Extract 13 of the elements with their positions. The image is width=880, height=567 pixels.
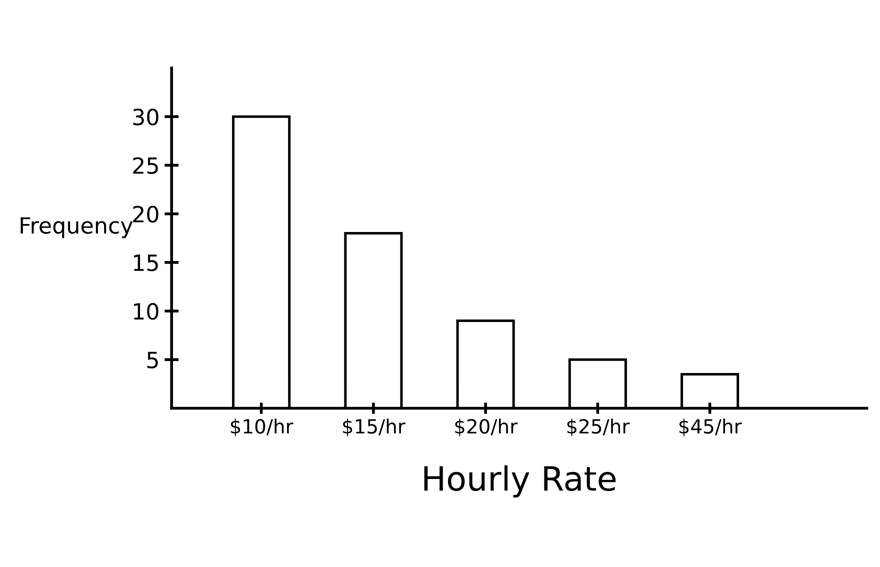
x-axis-title: Hourly Rate bbox=[424, 465, 616, 498]
y-tick-label: 10 bbox=[134, 302, 158, 320]
y-axis-title: Frequency bbox=[20, 217, 133, 238]
x-tick-label: $45/hr bbox=[679, 418, 742, 436]
y-tick-label: 20 bbox=[133, 206, 158, 223]
x-tick-label: $25/hr bbox=[567, 418, 630, 436]
x-tick-label: $15/hr bbox=[343, 418, 406, 436]
y-tick-label: 30 bbox=[133, 108, 158, 126]
y-tick-label: 15 bbox=[134, 254, 158, 272]
y-tick-label: 5 bbox=[147, 352, 158, 368]
y-tick-label: 25 bbox=[133, 157, 158, 174]
x-tick-label: $10/hr bbox=[230, 418, 294, 436]
x-tick-label: $20/hr bbox=[455, 418, 518, 436]
